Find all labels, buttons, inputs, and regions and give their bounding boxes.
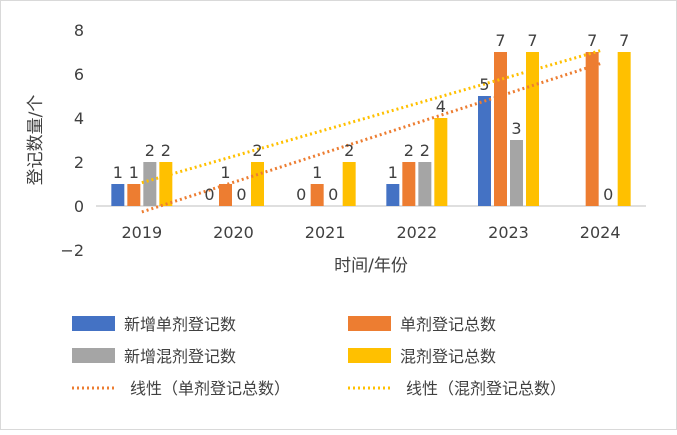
data-label: 2 [145, 141, 155, 160]
bar [143, 162, 157, 206]
data-label: 5 [479, 75, 489, 94]
data-label: 7 [527, 31, 537, 50]
trendlines [141, 49, 601, 214]
data-label: 7 [495, 31, 505, 50]
data-label: 0 [204, 185, 214, 204]
trendline [141, 62, 601, 214]
data-label: 2 [344, 141, 354, 160]
data-label: 0 [296, 185, 306, 204]
bar [418, 162, 432, 206]
x-axis-title: 时间/年份 [334, 256, 408, 276]
bar [526, 52, 539, 206]
bar [219, 184, 232, 206]
bar [342, 162, 356, 206]
bar [510, 140, 523, 206]
bar [494, 52, 507, 206]
x-tick-label: 2022 [396, 223, 437, 242]
data-label: 2 [404, 141, 414, 160]
bar [310, 184, 324, 206]
data-label: 1 [220, 163, 230, 182]
y-tick-label: 4 [74, 109, 84, 128]
x-tick-label: 2019 [121, 223, 162, 242]
bar [402, 162, 416, 206]
data-label: 1 [129, 163, 139, 182]
bar [127, 184, 141, 206]
data-label: 1 [312, 163, 322, 182]
data-label: 7 [587, 31, 597, 50]
x-tick-label: 2021 [305, 223, 346, 242]
bar [386, 184, 400, 206]
legend-swatch [348, 348, 391, 363]
bar [111, 184, 125, 206]
bar [159, 162, 173, 206]
y-tick-label: −2 [60, 241, 84, 260]
legend-label: 线性（混剂登记总数） [406, 379, 566, 398]
data-label: 2 [252, 141, 262, 160]
data-label: 0 [328, 185, 338, 204]
x-tick-label: 2023 [488, 223, 529, 242]
y-tick-label: 0 [74, 197, 84, 216]
data-label: 4 [436, 97, 446, 116]
legend-label: 混剂登记总数 [400, 347, 496, 366]
bars [111, 52, 631, 206]
data-label: 1 [113, 163, 123, 182]
legend-label: 线性（单剂登记总数） [130, 379, 290, 398]
bar [478, 96, 491, 206]
data-label: 3 [511, 119, 521, 138]
y-tick-label: 6 [74, 65, 84, 84]
legend-label: 新增单剂登记数 [124, 315, 236, 334]
bar [251, 162, 264, 206]
x-tick-label: 2024 [580, 223, 621, 242]
y-axis-title: 登记数量/个 [26, 95, 46, 186]
y-tick-label: 2 [74, 153, 84, 172]
legend-swatch [72, 348, 115, 363]
data-label: 0 [603, 185, 613, 204]
legend-swatch [348, 316, 391, 331]
legend-label: 新增混剂登记数 [124, 347, 236, 366]
data-label: 1 [388, 163, 398, 182]
bar [617, 52, 631, 206]
legend-label: 单剂登记总数 [400, 315, 496, 334]
data-label: 0 [236, 185, 246, 204]
data-label: 2 [161, 141, 171, 160]
data-label: 2 [420, 141, 430, 160]
bar [585, 52, 599, 206]
bar [434, 118, 448, 206]
legend-swatch [72, 316, 115, 331]
y-tick-label: 8 [74, 21, 84, 40]
data-label: 7 [619, 31, 629, 50]
x-tick-label: 2020 [213, 223, 254, 242]
